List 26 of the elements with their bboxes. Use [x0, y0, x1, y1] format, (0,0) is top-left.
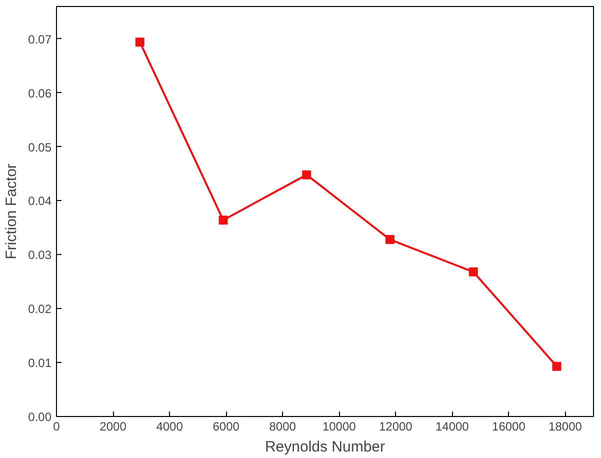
point [468, 267, 478, 276]
x-tick-label: 2000 [100, 420, 127, 434]
x-tick-label: 18000 [548, 420, 582, 434]
y-tick-label: 0.07 [28, 32, 52, 46]
point [386, 235, 395, 244]
x-tick-label: 4000 [156, 420, 184, 434]
x-axis-title: Reynolds Number [264, 438, 386, 456]
y-tick-label: 0.02 [28, 302, 52, 316]
x-tick-label: 6000 [212, 420, 240, 434]
point [135, 38, 144, 47]
y-axis-title: Friction Factor [3, 164, 20, 260]
x-tick-label: 14000 [436, 420, 470, 434]
y-tick-label: 0.06 [28, 86, 52, 100]
x-tick-label: 12000 [378, 420, 413, 434]
x-tick-label: 10000 [322, 420, 356, 434]
x-tick-label: 0 [53, 420, 60, 434]
y-tick-label: 0.01 [28, 356, 52, 370]
y-tick-label: 0.03 [28, 248, 52, 262]
point [302, 170, 312, 180]
x-tick-label: 8000 [269, 420, 296, 434]
y-tick-label: 0.04 [28, 194, 52, 208]
y-tick-label: 0.00 [28, 410, 52, 424]
point [218, 216, 228, 225]
x-tick-label: 16000 [492, 420, 526, 434]
point [552, 362, 562, 371]
y-tick-label: 0.05 [28, 140, 52, 154]
